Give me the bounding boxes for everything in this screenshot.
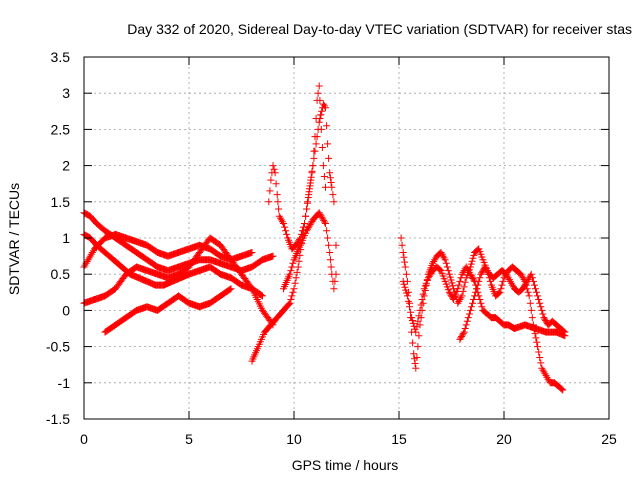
y-tick-label: -1.5 bbox=[46, 411, 70, 427]
y-tick-label: -1 bbox=[58, 375, 71, 391]
series-track-k bbox=[456, 263, 569, 343]
x-tick-label: 10 bbox=[286, 431, 302, 447]
series-track-h bbox=[280, 209, 340, 293]
x-tick-label: 5 bbox=[185, 431, 193, 447]
x-tick-label: 0 bbox=[80, 431, 88, 447]
y-tick-label: 2.5 bbox=[51, 121, 71, 137]
series-track-j bbox=[399, 263, 569, 340]
y-tick-label: 3 bbox=[62, 85, 70, 101]
x-tick-label: 15 bbox=[391, 431, 407, 447]
series-track-i bbox=[397, 234, 567, 394]
x-axis-label: GPS time / hours bbox=[292, 457, 399, 473]
series-track-d bbox=[101, 285, 235, 336]
chart-title: Day 332 of 2020, Sidereal Day-to-day VTE… bbox=[127, 21, 632, 37]
y-tick-label: 0 bbox=[62, 302, 70, 318]
data-point-markers bbox=[456, 263, 569, 343]
data-point-markers bbox=[280, 209, 340, 293]
y-tick-label: 0.5 bbox=[51, 266, 71, 282]
data-point-markers bbox=[399, 263, 569, 340]
data-marks bbox=[80, 82, 569, 394]
data-point-markers bbox=[101, 285, 235, 336]
y-tick-label: 1.5 bbox=[51, 194, 71, 210]
axis-ticks: 0 5 10 15 20 25 -1.5 -1 -0.5 0 0.5 1 1.5 2 2.5 3 3.5 bbox=[46, 49, 617, 447]
data-point-markers bbox=[397, 234, 567, 394]
y-tick-label: -0.5 bbox=[46, 339, 70, 355]
y-axis-label: SDTVAR / TECUs bbox=[6, 183, 22, 295]
x-tick-label: 20 bbox=[496, 431, 512, 447]
y-tick-label: 1 bbox=[62, 230, 70, 246]
y-tick-label: 2 bbox=[62, 158, 70, 174]
x-tick-label: 25 bbox=[601, 431, 617, 447]
y-tick-label: 3.5 bbox=[51, 49, 71, 65]
